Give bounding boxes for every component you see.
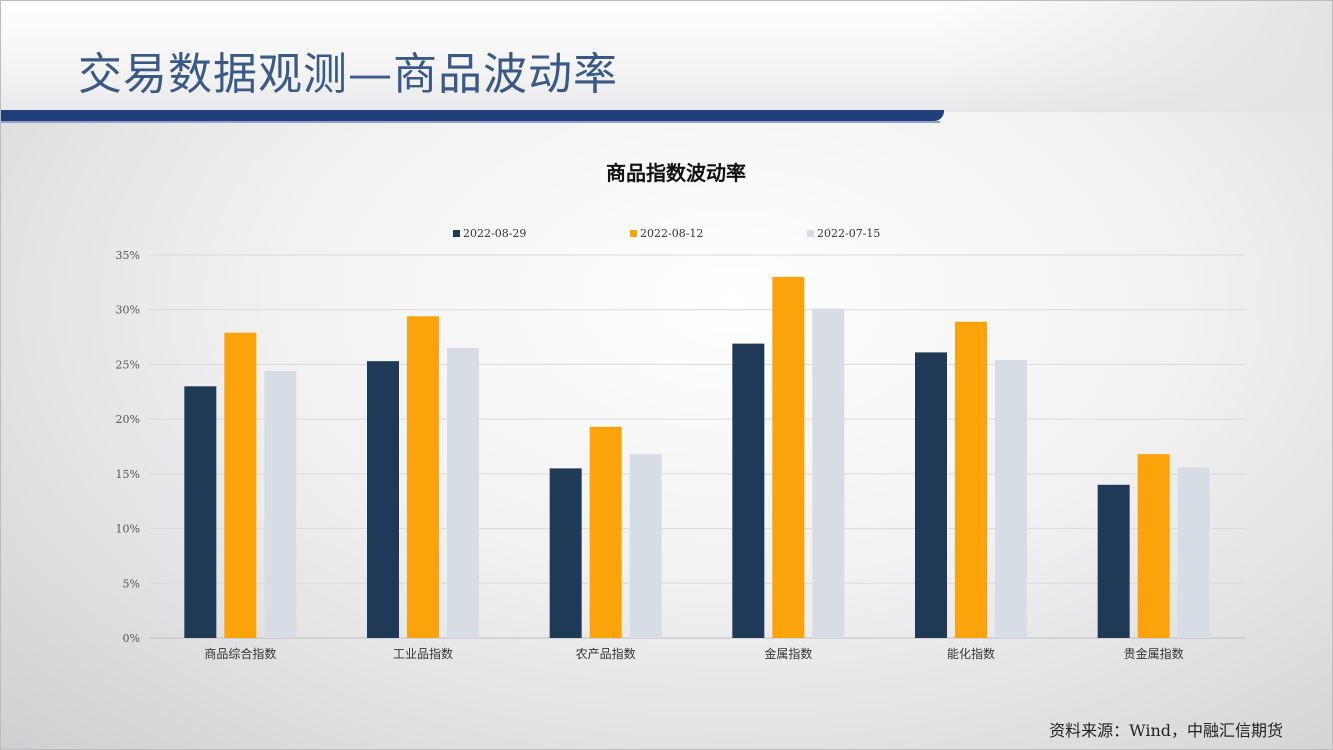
- bar: [629, 454, 662, 638]
- y-tick-label: 25%: [116, 358, 140, 371]
- bar: [407, 316, 439, 638]
- bar: [1137, 454, 1170, 638]
- y-tick-label: 30%: [116, 304, 140, 317]
- y-tick-label: 35%: [116, 249, 140, 262]
- bar: [812, 308, 845, 638]
- legend-swatch: [807, 230, 814, 237]
- bar: [549, 468, 582, 638]
- legend-label: 2022-08-29: [463, 227, 526, 240]
- y-axis-ticks: 0% 5% 10% 15% 20% 25% 30% 35%: [116, 249, 140, 645]
- bar: [732, 343, 765, 638]
- x-category-label: 贵金属指数: [1124, 646, 1184, 661]
- bar: [955, 321, 987, 638]
- x-category-label: 商品综合指数: [204, 646, 276, 661]
- x-category-label: 金属指数: [764, 646, 812, 661]
- bar: [1177, 467, 1210, 638]
- y-tick-label: 0%: [123, 632, 140, 645]
- bar: [224, 332, 257, 638]
- bars: [184, 276, 1210, 638]
- y-tick-label: 20%: [116, 413, 140, 426]
- bar: [772, 276, 805, 638]
- legend-swatch: [630, 230, 637, 237]
- y-tick-label: 5%: [123, 577, 140, 590]
- x-category-label: 农产品指数: [576, 646, 636, 661]
- x-category-label: 工业品指数: [393, 646, 453, 661]
- slide-title: 交易数据观测—商品波动率: [78, 49, 618, 100]
- bar: [367, 361, 399, 638]
- gridlines: [150, 254, 1246, 639]
- x-category-label: 能化指数: [947, 646, 995, 661]
- bar: [1097, 484, 1130, 638]
- bar: [915, 352, 947, 638]
- bar: [264, 370, 297, 638]
- chart-title: 商品指数波动率: [606, 161, 746, 185]
- y-tick-label: 10%: [116, 523, 140, 536]
- legend: 2022-08-29 2022-08-12 2022-07-15: [453, 227, 880, 240]
- legend-swatch: [453, 230, 460, 237]
- legend-label: 2022-07-15: [817, 227, 880, 240]
- bar: [589, 426, 622, 638]
- y-tick-label: 15%: [116, 468, 140, 481]
- bar: [447, 348, 479, 638]
- x-axis-categories: 商品综合指数 工业品指数 农产品指数 金属指数 能化指数 贵金属指数: [204, 646, 1183, 661]
- legend-label: 2022-08-12: [640, 227, 703, 240]
- header-map-shade: [933, 0, 1333, 112]
- bar: [995, 360, 1027, 638]
- source-note: 资料来源：Wind，中融汇信期货: [1049, 721, 1283, 740]
- title-underline-thin: [0, 121, 940, 123]
- bar: [184, 386, 217, 638]
- title-underline-bar: [0, 110, 944, 121]
